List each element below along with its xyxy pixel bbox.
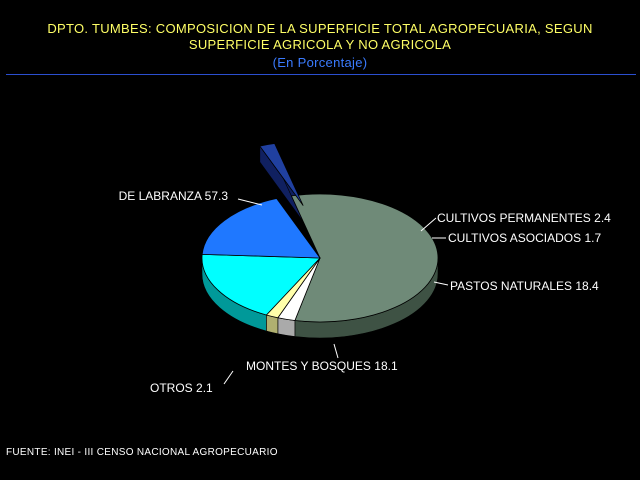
slice-labels: DE LABRANZA 57.3 CULTIVOS PERMANENTES 2.4… [119,189,612,395]
source-note: FUENTE: INEI - III CENSO NACIONAL AGROPE… [6,447,278,458]
leader-line [223,370,234,385]
chart-title-line1: DPTO. TUMBES: COMPOSICION DE LA SUPERFIC… [47,21,593,36]
pie-slices [201,143,439,323]
slice-label-value: 1.7 [584,231,601,245]
leader-line [237,198,263,206]
slice-pastos-naturales [201,253,321,316]
slice-de-labranza [290,193,439,323]
leader-line [433,281,449,286]
slice-label-name: OTROS [150,381,196,395]
slice-label: CULTIVOS PERMANENTES 2.4 [437,211,611,225]
leader-lines [223,198,449,385]
slice-label: PASTOS NATURALES 18.4 [450,279,599,293]
slice-label-name: PASTOS NATURALES [450,279,575,293]
slice-label-value: 18.1 [374,359,398,373]
chart-subtitle: (En Porcentaje) [272,55,368,70]
slice-label: OTROS 2.1 [150,381,213,395]
slice-label-value: 57.3 [205,189,229,203]
slice-label: MONTES Y BOSQUES 18.1 [246,359,398,373]
slice-label-value: 2.4 [594,211,611,225]
slice-label-value: 18.4 [575,279,599,293]
slice-otros [259,143,304,206]
slice-label: DE LABRANZA 57.3 [119,189,229,203]
leader-line [420,217,437,232]
slice-montes-y-bosques [201,198,321,259]
slice-label-name: CULTIVOS ASOCIADOS [448,231,584,245]
leader-line [333,343,339,359]
slice-label-name: CULTIVOS PERMANENTES [437,211,594,225]
slice-label: CULTIVOS ASOCIADOS 1.7 [448,231,601,245]
slice-label-name: DE LABRANZA [119,189,205,203]
chart-title-line2: SUPERFICIE AGRICOLA Y NO AGRICOLA [188,37,452,52]
slice-label-name: MONTES Y BOSQUES [246,359,374,373]
title-divider [6,74,636,75]
slice-label-value: 2.1 [196,381,213,395]
